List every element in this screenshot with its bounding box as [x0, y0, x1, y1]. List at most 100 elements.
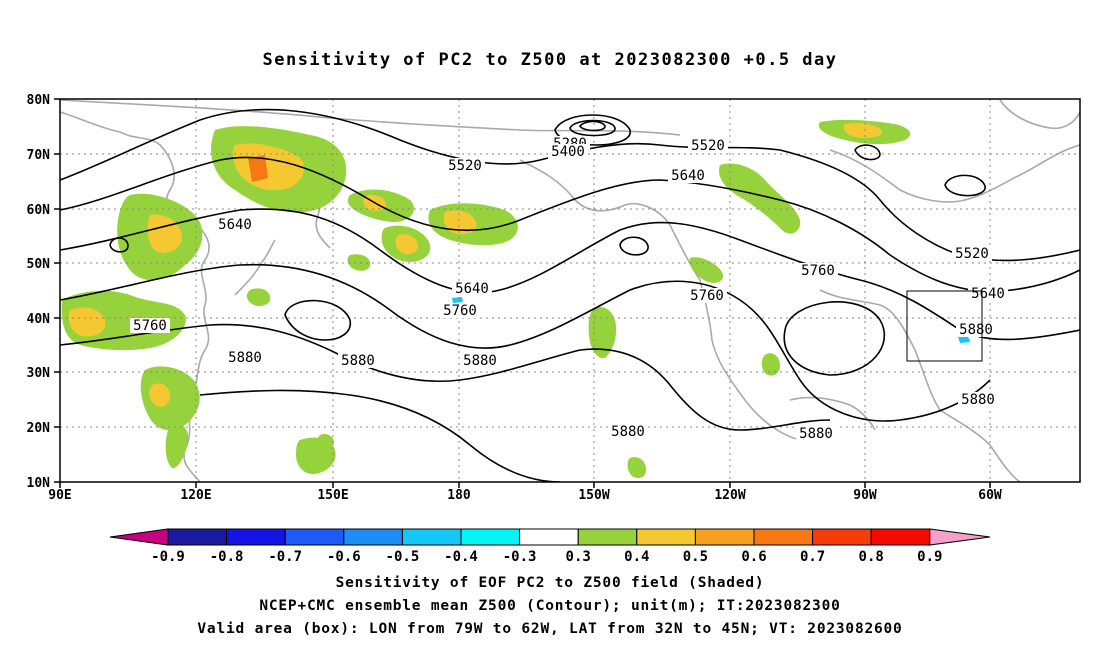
contour-label-bg	[688, 138, 728, 153]
contour-label-bg	[668, 168, 708, 183]
longitude-label: 180	[447, 488, 471, 503]
colorbar-label: 0.3	[566, 549, 591, 565]
shade-region	[689, 257, 724, 283]
shade-region	[719, 163, 801, 234]
colorbar-label: 0.6	[741, 549, 766, 565]
shade-region	[317, 433, 334, 449]
contour-label-bg	[445, 158, 485, 173]
colorbar-arrow-left	[109, 528, 169, 546]
contour-label: 5520	[448, 158, 482, 174]
shade-region	[149, 383, 171, 407]
contour-label-bg	[956, 322, 996, 337]
coastline-japan	[234, 239, 276, 296]
contour-line	[579, 120, 606, 132]
colorbar-label: -0.6	[327, 549, 361, 565]
colorbar-swatch	[870, 528, 931, 546]
coastline-na-east	[819, 289, 1021, 482]
longitude-label: 120W	[714, 488, 745, 503]
shade-region	[627, 457, 646, 478]
contour-label: 5520	[955, 246, 989, 262]
shade-region	[165, 423, 189, 469]
colorbar-swatch	[226, 528, 286, 546]
sensitivity-shading	[61, 119, 970, 478]
contour-label-bg	[687, 288, 727, 303]
contour-line	[944, 174, 986, 197]
shade-region	[68, 307, 106, 337]
caption-contour: NCEP+CMC ensemble mean Z500 (Contour); u…	[259, 598, 841, 614]
contour-label: 5760	[690, 288, 724, 304]
z500-contours	[60, 108, 1080, 482]
latitude-label: 20N	[27, 421, 51, 436]
contour-label: 5640	[971, 286, 1005, 302]
longitude-label: 150W	[578, 488, 609, 503]
coastline-alaska	[519, 159, 671, 226]
colorbar-swatch	[167, 528, 228, 546]
contour-label-bg	[225, 350, 265, 365]
contour-label: 5880	[341, 353, 375, 369]
contour-label: 5880	[959, 322, 993, 338]
colorbar-label: -0.9	[151, 549, 185, 565]
longitude-label: 150E	[317, 488, 348, 503]
contour-line	[284, 299, 351, 341]
contour-line	[60, 263, 991, 422]
longitude-label: 60W	[978, 488, 1002, 503]
colorbar-swatch	[284, 528, 345, 546]
colorbar-swatch	[519, 528, 579, 546]
contour-label-bg	[130, 318, 170, 333]
contour-label-bg	[440, 303, 480, 318]
caption-shading: Sensitivity of EOF PC2 to Z500 field (Sh…	[335, 575, 765, 591]
contour-label-bg	[952, 246, 992, 261]
contour-label-bg	[215, 217, 255, 232]
contour-line	[854, 144, 881, 161]
contour-label-bg	[958, 392, 998, 407]
map-canvas: 5280540055205520564056405640552056405760…	[27, 93, 1081, 503]
contour-label: 5880	[228, 350, 262, 366]
colorbar-swatch	[343, 528, 403, 546]
colorbar-arrow-right	[929, 528, 991, 546]
colorbar-label: 0.4	[624, 549, 649, 565]
caption-valid-area: Valid area (box): LON from 79W to 62W, L…	[197, 621, 903, 637]
shade-region	[588, 306, 617, 359]
longitude-label: 120E	[180, 488, 211, 503]
coastline-gulf	[789, 396, 876, 431]
shade-region	[452, 297, 463, 303]
shade-region	[246, 288, 271, 307]
shade-region	[232, 143, 304, 191]
latitude-label: 50N	[27, 257, 51, 272]
contour-label: 5640	[455, 281, 489, 297]
colorbar-label: 0.9	[917, 549, 942, 565]
contour-label: 5640	[671, 168, 705, 184]
shade-region	[443, 210, 477, 235]
colorbar-swatch	[812, 528, 872, 546]
colorbar-swatch	[753, 528, 814, 546]
colorbar-label: -0.3	[503, 549, 537, 565]
map-panel: 5280540055205520564056405640552056405760…	[27, 93, 1081, 503]
map-frame	[59, 98, 1081, 483]
contour-labels: 5280540055205520564056405640552056405760…	[130, 136, 1008, 442]
colorbar-label: 0.8	[859, 549, 884, 565]
contour-label: 5760	[801, 263, 835, 279]
shade-region	[843, 122, 883, 139]
contour-line	[199, 389, 561, 482]
contour-label-bg	[338, 353, 378, 368]
contour-label-bg	[608, 424, 648, 439]
contour-line	[60, 156, 1080, 293]
shade-region	[347, 254, 371, 271]
shade-region	[140, 366, 200, 431]
contour-label: 5880	[799, 426, 833, 442]
coastline-arctic	[60, 99, 681, 136]
map-title: Sensitivity of PC2 to Z500 at 2023082300…	[262, 50, 838, 70]
contour-label: 5520	[691, 138, 725, 154]
contour-label-bg	[796, 426, 836, 441]
contour-label: 5760	[443, 303, 477, 319]
colorbar-label: -0.5	[386, 549, 420, 565]
latitude-label: 10N	[27, 476, 51, 491]
longitude-label: 90E	[48, 488, 71, 503]
colorbar-swatch	[460, 528, 521, 546]
latitude-label: 40N	[27, 312, 51, 327]
latitude-label: 70N	[27, 148, 51, 163]
colorbar-swatch	[401, 528, 462, 546]
latitude-labels: 80N 70N 60N 50N 40N 30N 20N 10N	[27, 93, 60, 491]
colorbar-swatch	[636, 528, 696, 546]
contour-label: 5400	[551, 144, 585, 160]
